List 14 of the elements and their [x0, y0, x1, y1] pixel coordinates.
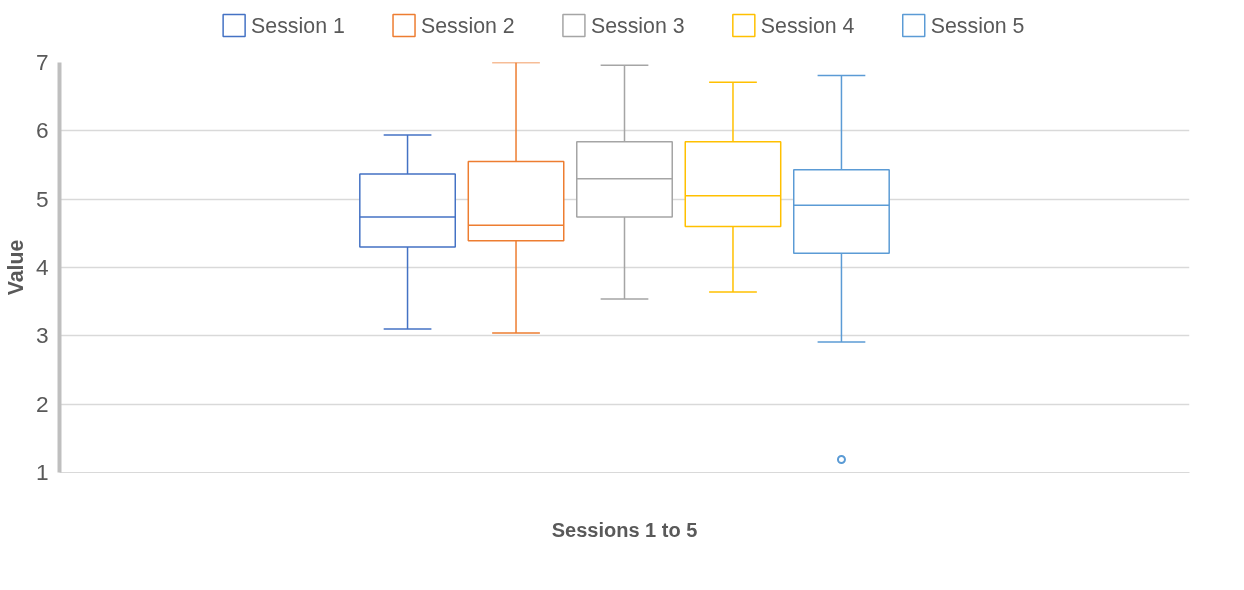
legend-label: Session 2	[421, 13, 515, 38]
legend-label: Session 3	[590, 13, 685, 38]
y-tick-label: 4	[35, 254, 49, 280]
y-tick-label: 3	[35, 322, 49, 349]
y-tick-label: 6	[35, 117, 49, 144]
legend-label: Session 4	[760, 13, 855, 38]
y-tick-label: 5	[35, 185, 49, 212]
y-axis-title: Value	[3, 239, 28, 296]
legend-label: Session 5	[930, 13, 1025, 38]
y-tick-label: 2	[35, 390, 49, 417]
legend-label: Session 1	[251, 13, 345, 38]
y-tick-label: 1	[35, 459, 49, 485]
y-tick-label: 7	[35, 49, 49, 75]
x-axis-title: Sessions 1 to 5	[551, 518, 698, 541]
